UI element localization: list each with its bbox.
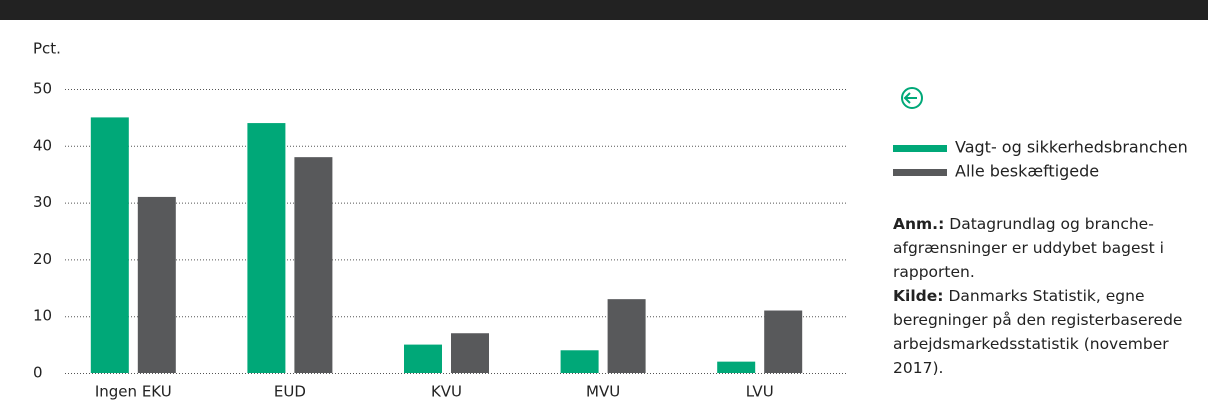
- legend-swatch: [893, 145, 947, 152]
- x-tick-label: KVU: [431, 383, 462, 401]
- y-tick-label: 50: [33, 80, 52, 98]
- y-axis-label: Pct.: [33, 40, 61, 58]
- note-text: Datagrundlag og branche-afgrænsninger er…: [893, 215, 1164, 281]
- legend-label: Alle beskæftigede: [955, 162, 1099, 181]
- note-text: Danmarks Statistik, egne beregninger på …: [893, 287, 1183, 377]
- x-tick-label: MVU: [586, 383, 620, 401]
- x-tick-label: LVU: [746, 383, 774, 401]
- y-tick-label: 20: [33, 250, 52, 268]
- bar: [560, 350, 599, 373]
- note-label: Anm.:: [893, 215, 945, 233]
- legend-swatch: [893, 169, 947, 176]
- bar: [607, 299, 646, 373]
- bar: [451, 333, 489, 373]
- note-label: Kilde:: [893, 287, 944, 305]
- bar: [137, 196, 176, 373]
- bar: [717, 361, 756, 373]
- notes: Anm.: Datagrundlag og branche-afgrænsning…: [893, 212, 1203, 380]
- back-icon[interactable]: [901, 87, 923, 109]
- note: Anm.: Datagrundlag og branche-afgrænsning…: [893, 212, 1203, 284]
- bar: [764, 310, 803, 373]
- legend-label: Vagt- og sikkerhedsbranchen: [955, 138, 1188, 157]
- y-tick-label: 40: [33, 136, 52, 154]
- bar: [247, 123, 286, 373]
- x-tick-label: Ingen EKU: [95, 383, 172, 401]
- bar: [404, 344, 442, 373]
- y-tick-label: 0: [33, 364, 43, 382]
- bar: [90, 117, 129, 374]
- x-tick-label: EUD: [274, 383, 306, 401]
- bar: [294, 157, 333, 373]
- note: Kilde: Danmarks Statistik, egne beregning…: [893, 284, 1203, 380]
- y-tick-label: 30: [33, 193, 52, 211]
- y-tick-label: 10: [33, 307, 52, 325]
- top-bar: [0, 0, 1208, 20]
